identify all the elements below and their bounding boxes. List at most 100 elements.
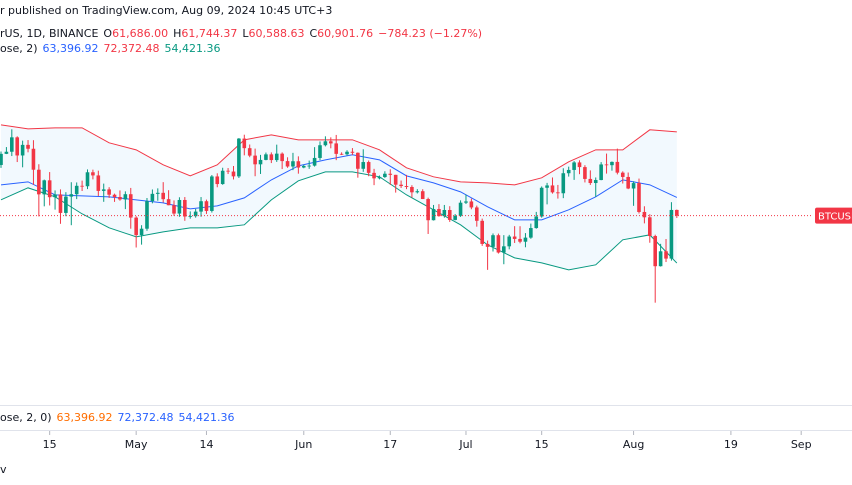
candle-body [572, 162, 576, 170]
band-line [0, 154, 678, 221]
x-tick-label: Sep [791, 438, 812, 451]
candle-body [502, 246, 506, 253]
candle-body [523, 237, 528, 242]
candle-body [128, 194, 133, 218]
bb-legend: ose, 2) 63,396.92 72,372.48 54,421.36 [0, 42, 225, 55]
candle-body [539, 187, 544, 217]
candle-body [96, 175, 101, 191]
candle-body [480, 220, 484, 244]
candle-body [80, 185, 84, 187]
price-label-box [815, 207, 852, 224]
candle-body [4, 151, 9, 154]
bb-value: 72,372.48 [103, 42, 160, 55]
candle-body [204, 201, 209, 211]
pane-legend: ose, 2, 0) 63,396.92 72,372.48 54,421.36 [0, 411, 239, 424]
candle-body [47, 180, 52, 198]
candle-body [188, 216, 193, 218]
candle-body [556, 192, 560, 194]
candle-body [420, 191, 425, 200]
candle-body [237, 138, 241, 177]
candle-body [0, 153, 3, 165]
pane-value: 72,372.48 [117, 411, 174, 424]
ohlc-value: 61,686.00 [112, 27, 169, 40]
candle-body [323, 141, 328, 146]
bb-name: ose, 2) [0, 42, 38, 55]
candle-body [183, 199, 187, 217]
candle-body [334, 143, 339, 154]
ohlc-value: 61,744.37 [181, 27, 238, 40]
candle-body [269, 154, 274, 161]
pane-value: 54,421.36 [178, 411, 235, 424]
candle-body [593, 180, 598, 184]
candle-body [458, 202, 463, 216]
candle-body [566, 169, 571, 174]
x-tick-label: 15 [535, 438, 549, 451]
published-line: r published on TradingView.com, Aug 09, … [0, 4, 337, 17]
candle-body [253, 155, 257, 165]
band-line [0, 171, 678, 271]
footer: v [0, 463, 12, 476]
candle-body [26, 144, 30, 149]
candle-body [20, 144, 25, 156]
ohlc-label: O [103, 27, 113, 40]
band-fill [1, 124, 677, 270]
candle-body [496, 235, 501, 253]
candle-body [583, 167, 587, 179]
ohlc-legend: rUS, 1D, BINANCE O61,686.00 H61,744.37 L60,… [0, 27, 487, 40]
candle-body [431, 209, 436, 221]
candle-body [464, 201, 468, 203]
candle-body [64, 196, 68, 213]
candle-body [199, 201, 203, 212]
candle-body [648, 217, 652, 237]
candle-body [637, 183, 641, 212]
candle-body [274, 153, 279, 161]
candle-body [529, 228, 533, 238]
x-tick-label: Jun [294, 438, 312, 451]
candle-body [31, 148, 36, 170]
candle-body [280, 153, 284, 162]
footer-text: v [0, 463, 7, 476]
candle-body [388, 173, 393, 175]
band-line [0, 124, 677, 186]
candle-body [485, 243, 490, 247]
x-tick-label: May [125, 438, 148, 451]
candle-body [350, 151, 355, 153]
candle-body [399, 184, 403, 187]
candle-body [626, 176, 630, 189]
ohlc-value: 60,901.76 [317, 27, 374, 40]
x-tick-label: Aug [623, 438, 644, 451]
ohlc-label: C [309, 27, 318, 40]
candle-body [577, 162, 582, 168]
candle-body [615, 161, 620, 173]
candle-body [285, 161, 290, 167]
candle-body [512, 236, 517, 239]
candle-body [631, 183, 636, 189]
candle-body [366, 162, 371, 173]
candle-body [610, 161, 614, 166]
candle-body [442, 209, 447, 217]
candle-body [339, 153, 344, 155]
candle-body [437, 209, 441, 217]
candle-body [447, 209, 452, 220]
candle-body [318, 145, 322, 158]
candle-body [42, 180, 47, 195]
candle-body [588, 178, 593, 184]
candle-body [669, 209, 674, 259]
candle-body [15, 137, 20, 156]
candle-body [345, 151, 349, 155]
candle-body [112, 194, 117, 197]
candle-body [642, 211, 647, 218]
candle-body [258, 159, 263, 165]
candle-body [145, 201, 149, 229]
candle-body [653, 236, 658, 267]
candle-body [139, 228, 144, 236]
candle-body [10, 137, 14, 152]
candle-body [220, 170, 225, 185]
candle-body [301, 165, 306, 168]
candle-body [177, 199, 182, 214]
candle-body [356, 152, 360, 169]
candle-body [550, 185, 555, 193]
candle-body [664, 251, 668, 259]
